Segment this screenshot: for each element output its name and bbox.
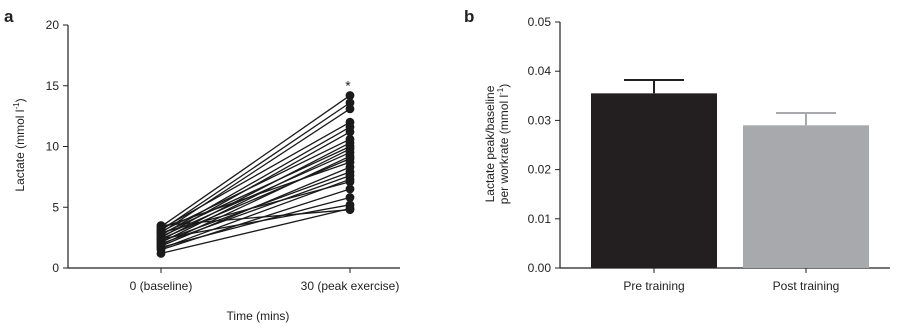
y-tick-label-b: 0.02	[528, 163, 552, 177]
subject-point	[345, 104, 355, 114]
bar-pre-training	[591, 93, 717, 268]
subject-point	[156, 242, 166, 252]
x-axis-title-a: Time (mins)	[227, 309, 290, 323]
bar-post-training	[743, 125, 869, 268]
subject-line	[160, 207, 351, 255]
y-tick-label-b: 0.03	[528, 113, 552, 127]
subject-point	[345, 193, 355, 202]
subject-point	[345, 98, 355, 108]
subject-line	[160, 161, 351, 229]
y-axis-title-b-line1: Lactate peak/baseline	[483, 85, 497, 202]
x-tick-label-a: 0 (baseline)	[130, 279, 193, 293]
panel-letter-a: a	[4, 7, 14, 26]
y-tick-label-b: 0.01	[528, 212, 552, 226]
y-axis-title-b-line2: per workrate (mmol l-1)	[496, 84, 511, 204]
significance-annotation: *	[345, 77, 351, 93]
subject-line	[160, 102, 351, 231]
subject-line	[160, 138, 351, 233]
subject-line	[160, 175, 351, 245]
y-tick-label-a: 20	[46, 18, 60, 32]
subject-line	[160, 181, 351, 234]
y-axis-title-b-main: per workrate (mmol l	[497, 95, 511, 204]
subject-point	[345, 91, 355, 100]
y-axis-title-a-sup: -1	[12, 102, 21, 110]
y-tick-label-a: 5	[52, 200, 59, 214]
y-axis-title-a-main: Lactate (mmol l	[13, 110, 27, 192]
subject-point	[156, 249, 166, 258]
y-axis-title-b-sup: -1	[496, 87, 505, 95]
subject-line	[160, 209, 351, 227]
y-tick-label-b: 0.04	[528, 64, 552, 78]
subject-line	[160, 94, 351, 228]
subject-point	[345, 184, 355, 194]
subject-line	[160, 121, 351, 230]
panel-a: a Lactate (mmol l-1) Time (mins) 0 5 10 15 2…	[0, 0, 460, 329]
subject-point	[156, 228, 166, 238]
y-tick-label-a: 10	[46, 140, 60, 154]
subject-line	[160, 155, 351, 246]
chart-a: a Lactate (mmol l-1) Time (mins) 0 5 10 15 2…	[4, 7, 400, 323]
subject-point	[345, 177, 355, 187]
x-tick-label-a: 30 (peak exercise)	[301, 279, 400, 293]
subject-point	[345, 205, 355, 215]
chart-b: b Lactate peak/baseline per workrate (mm…	[464, 7, 890, 293]
y-axis-title-a-close: )	[13, 98, 27, 102]
x-tick-label-b: Pre training	[623, 279, 684, 293]
panel-b: b Lactate peak/baseline per workrate (mm…	[460, 0, 921, 329]
panel-letter-b: b	[464, 7, 474, 26]
subject-line	[160, 145, 351, 235]
x-tick-label-b: Post training	[773, 279, 840, 293]
y-axis-title-b-close: )	[497, 84, 511, 88]
subject-point	[156, 234, 166, 244]
subject-line	[160, 158, 351, 240]
subject-line	[160, 204, 351, 240]
y-tick-label-b: 0.05	[528, 15, 552, 29]
y-axis-title-a: Lactate (mmol l-1)	[12, 98, 27, 191]
subject-point	[156, 221, 166, 230]
y-tick-label-b: 0.00	[528, 261, 552, 275]
subject-line	[160, 108, 351, 234]
y-tick-label-a: 15	[46, 79, 60, 93]
y-tick-label-a: 0	[52, 261, 59, 275]
subject-point	[345, 127, 355, 137]
